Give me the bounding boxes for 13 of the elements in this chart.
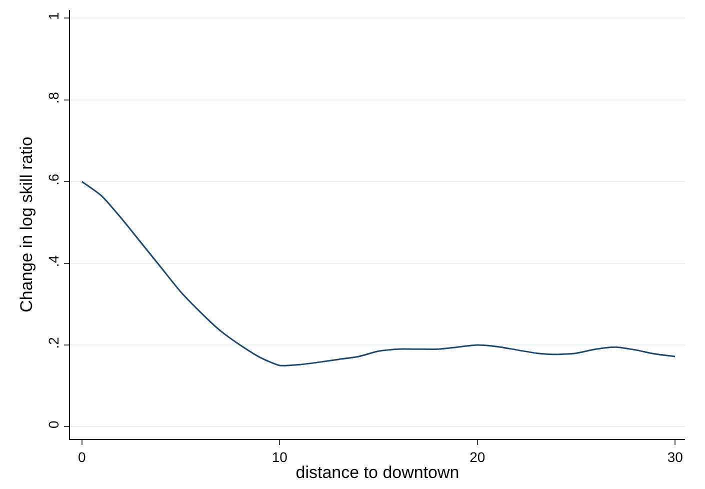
y-tick-label: 0 <box>45 420 62 429</box>
y-tick-label: .6 <box>45 173 62 186</box>
y-tick-label: .8 <box>45 92 62 104</box>
x-axis-title: distance to downtown <box>296 463 460 482</box>
x-tick-label: 10 <box>272 448 288 465</box>
line-series <box>81 180 676 366</box>
x-tick-label: 20 <box>470 448 486 465</box>
y-tick-label: .4 <box>45 255 62 268</box>
y-tick-label: .2 <box>45 336 62 349</box>
x-tick-label: 0 <box>78 448 86 465</box>
x-tick-label: 30 <box>667 448 684 465</box>
y-tick-label: 1 <box>45 12 62 20</box>
y-axis-title: Change in log skill ratio <box>16 136 36 312</box>
